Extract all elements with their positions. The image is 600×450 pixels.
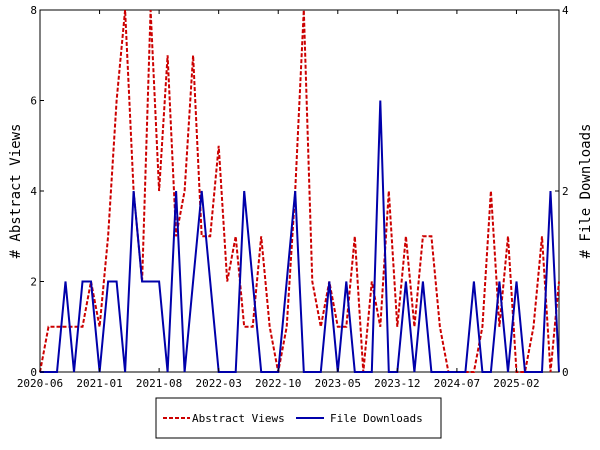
y-right-tick-label: 0 — [562, 366, 569, 379]
y-left-tick-label: 8 — [30, 4, 37, 17]
y-left-axis-title: # Abstract Views — [8, 124, 24, 259]
x-tick-label: 2023-12 — [374, 377, 420, 390]
x-tick-label: 2022-10 — [255, 377, 301, 390]
series-line-file-downloads — [40, 100, 560, 373]
y-left-tick-label: 2 — [30, 276, 37, 289]
y-right-axis-title: # File Downloads — [578, 124, 594, 259]
legend-label-abstract-views: Abstract Views — [192, 412, 285, 425]
x-tick-label: 2025-02 — [493, 377, 539, 390]
x-tick-label: 2024-07 — [434, 377, 480, 390]
x-tick-label: 2021-01 — [76, 377, 122, 390]
y-right-tick-label: 2 — [562, 185, 569, 198]
x-tick-label: 2021-08 — [136, 377, 182, 390]
y-left-tick-label: 4 — [30, 185, 37, 198]
y-left-tick-label: 6 — [30, 95, 37, 108]
series-line-abstract-views — [39, 9, 560, 373]
x-tick-label: 2020-06 — [17, 377, 63, 390]
y-left-tick-label: 0 — [30, 366, 37, 379]
legend: Abstract Views File Downloads — [155, 397, 442, 439]
x-tick-label: 2022-03 — [195, 377, 241, 390]
series-layer — [39, 9, 560, 373]
legend-label-file-downloads: File Downloads — [330, 412, 423, 425]
plot-area — [39, 9, 560, 373]
ticks-layer: 0 2 4 6 8 0 2 4 2020-06 2021-01 2021-08 2022-03 2022… — [17, 4, 569, 390]
x-tick-label: 2023-05 — [315, 377, 361, 390]
y-right-tick-label: 4 — [562, 4, 569, 17]
